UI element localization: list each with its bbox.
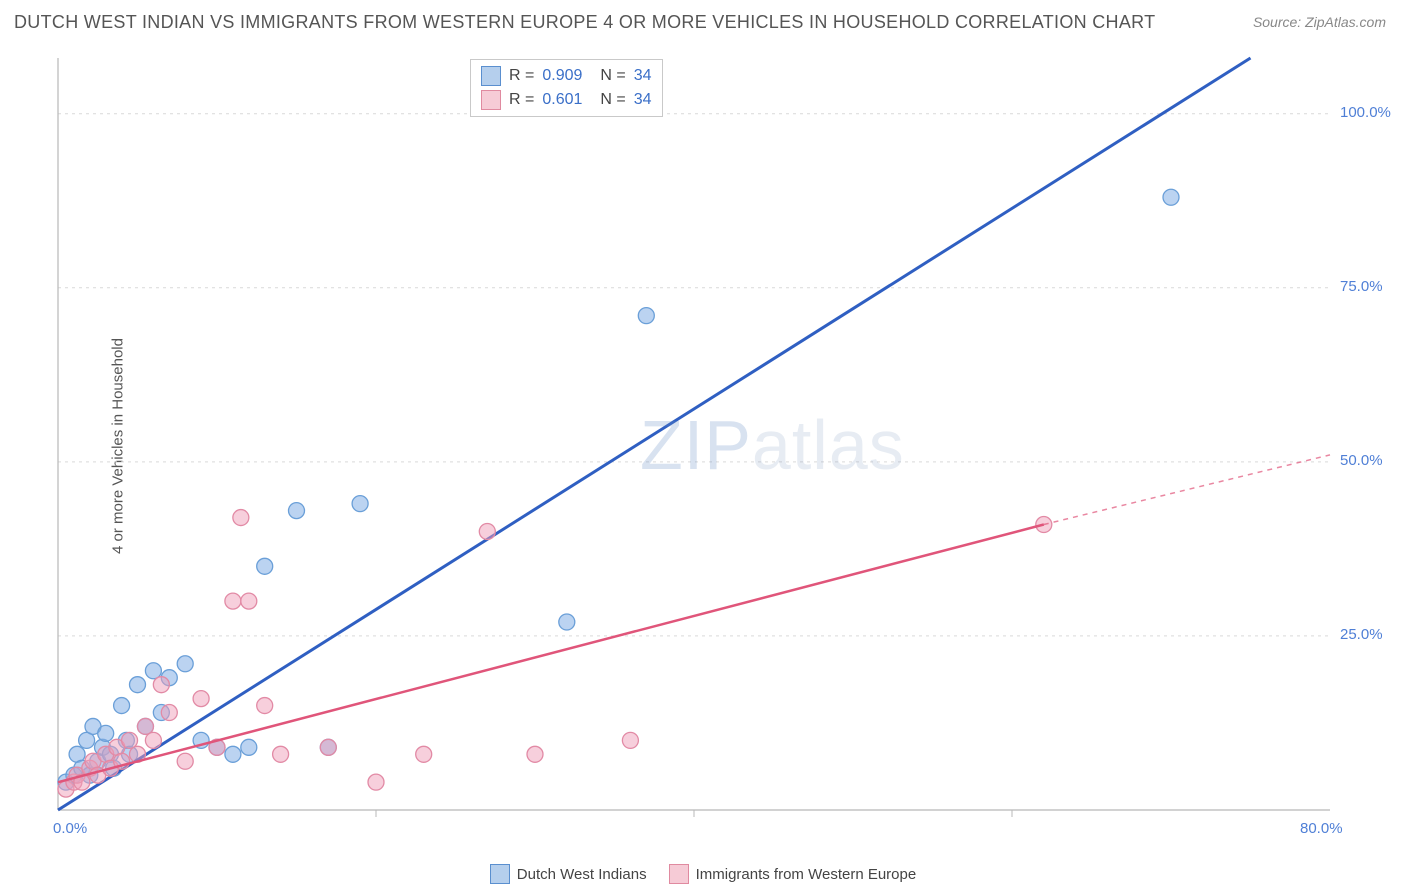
- plot-svg: [50, 55, 1390, 840]
- r-label: R =: [509, 67, 534, 85]
- n-label: N =: [600, 91, 625, 109]
- swatch-blue-icon: [490, 864, 510, 884]
- y-tick-label: 50.0%: [1340, 452, 1383, 469]
- chart-title: DUTCH WEST INDIAN VS IMMIGRANTS FROM WES…: [14, 12, 1155, 33]
- r-label: R =: [509, 91, 534, 109]
- plot-area: ZIPatlas R = 0.909 N = 34 R = 0.601 N = …: [50, 55, 1390, 840]
- swatch-blue-icon: [481, 66, 501, 86]
- swatch-pink-icon: [669, 864, 689, 884]
- y-tick-label: 25.0%: [1340, 626, 1383, 643]
- n-label: N =: [600, 67, 625, 85]
- legend-correlation: R = 0.909 N = 34 R = 0.601 N = 34: [470, 59, 663, 117]
- source-label: Source: ZipAtlas.com: [1253, 14, 1386, 30]
- legend-item-pink: Immigrants from Western Europe: [669, 864, 917, 884]
- legend-row-pink: R = 0.601 N = 34: [481, 88, 652, 112]
- y-tick-label: 100.0%: [1340, 104, 1391, 121]
- x-tick-label: 80.0%: [1300, 820, 1343, 837]
- r-value-blue: 0.909: [542, 67, 582, 85]
- legend-row-blue: R = 0.909 N = 34: [481, 64, 652, 88]
- legend-item-blue: Dutch West Indians: [490, 864, 647, 884]
- legend-label-pink: Immigrants from Western Europe: [696, 866, 917, 883]
- swatch-pink-icon: [481, 90, 501, 110]
- x-tick-label: 0.0%: [53, 820, 87, 837]
- chart-container: DUTCH WEST INDIAN VS IMMIGRANTS FROM WES…: [0, 0, 1406, 892]
- legend-label-blue: Dutch West Indians: [517, 866, 647, 883]
- n-value-pink: 34: [634, 91, 652, 109]
- n-value-blue: 34: [634, 67, 652, 85]
- legend-bottom: Dutch West Indians Immigrants from Weste…: [0, 864, 1406, 884]
- y-tick-label: 75.0%: [1340, 278, 1383, 295]
- r-value-pink: 0.601: [542, 91, 582, 109]
